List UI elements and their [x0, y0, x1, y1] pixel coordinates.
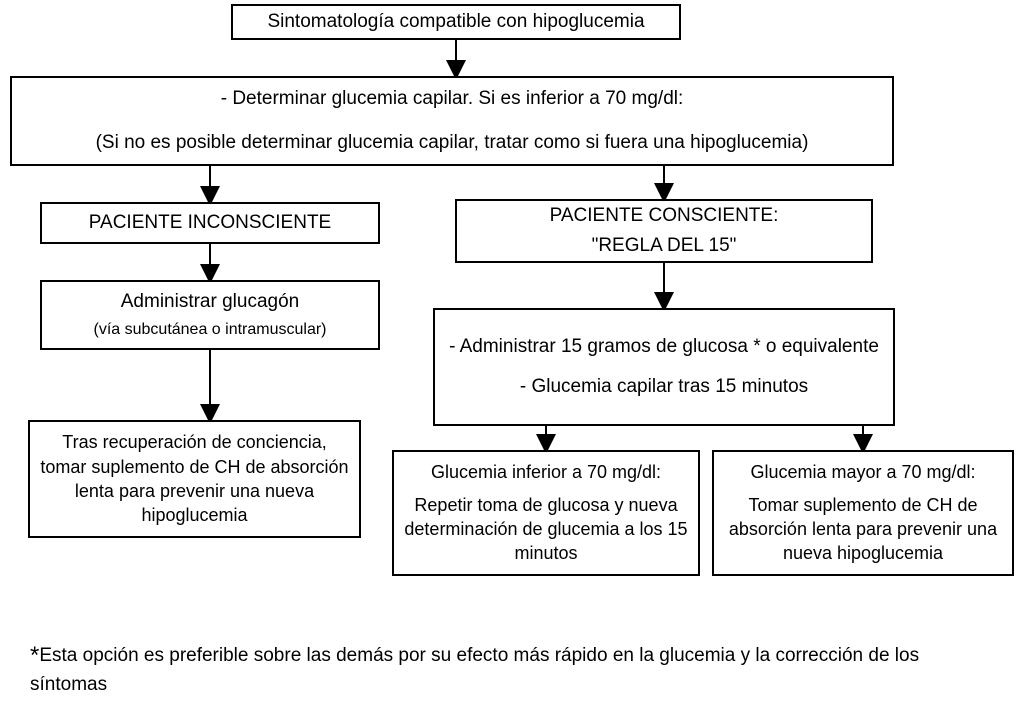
node-line: (Si no es posible determinar glucemia ca…: [96, 130, 809, 156]
flowchart-node-n5: Administrar glucagón (vía subcutánea o in…: [40, 280, 380, 350]
footnote-marker: *: [30, 642, 39, 669]
node-line: Tras recuperación de conciencia, tomar s…: [40, 430, 349, 527]
node-line: Sintomatología compatible con hipoglucem…: [267, 9, 644, 35]
flowchart-node-n2: - Determinar glucemia capilar. Si es inf…: [10, 76, 894, 166]
footnote: *Esta opción es preferible sobre las dem…: [30, 640, 930, 698]
node-line: (vía subcutánea o intramuscular): [94, 319, 327, 341]
flowchart-node-n1: Sintomatología compatible con hipoglucem…: [231, 4, 681, 40]
flowchart-node-n4: PACIENTE CONSCIENTE: "REGLA DEL 15": [455, 199, 873, 263]
node-line: Repetir toma de glucosa y nueva determin…: [404, 493, 688, 566]
node-line: Glucemia mayor a 70 mg/dl:: [750, 460, 975, 484]
node-line: PACIENTE INCONSCIENTE: [89, 210, 331, 236]
node-line: Glucemia inferior a 70 mg/dl:: [431, 460, 661, 484]
node-line: - Administrar 15 gramos de glucosa * o e…: [449, 334, 879, 360]
node-line: Tomar suplemento de CH de absorción lent…: [724, 493, 1002, 566]
flowchart-node-n8: Glucemia inferior a 70 mg/dl: Repetir tom…: [392, 450, 700, 576]
flowchart-node-n9: Glucemia mayor a 70 mg/dl: Tomar suplemen…: [712, 450, 1014, 576]
footnote-text: Esta opción es preferible sobre las demá…: [30, 645, 919, 695]
node-line: PACIENTE CONSCIENTE:: [550, 203, 779, 229]
node-line: Administrar glucagón: [121, 289, 299, 315]
node-line: - Glucemia capilar tras 15 minutos: [520, 374, 808, 400]
flowchart-node-n7: Tras recuperación de conciencia, tomar s…: [28, 420, 361, 538]
node-line: - Determinar glucemia capilar. Si es inf…: [221, 86, 684, 112]
node-line: "REGLA DEL 15": [592, 233, 737, 259]
flowchart-node-n6: - Administrar 15 gramos de glucosa * o e…: [433, 308, 895, 426]
flowchart-node-n3: PACIENTE INCONSCIENTE: [40, 202, 380, 244]
